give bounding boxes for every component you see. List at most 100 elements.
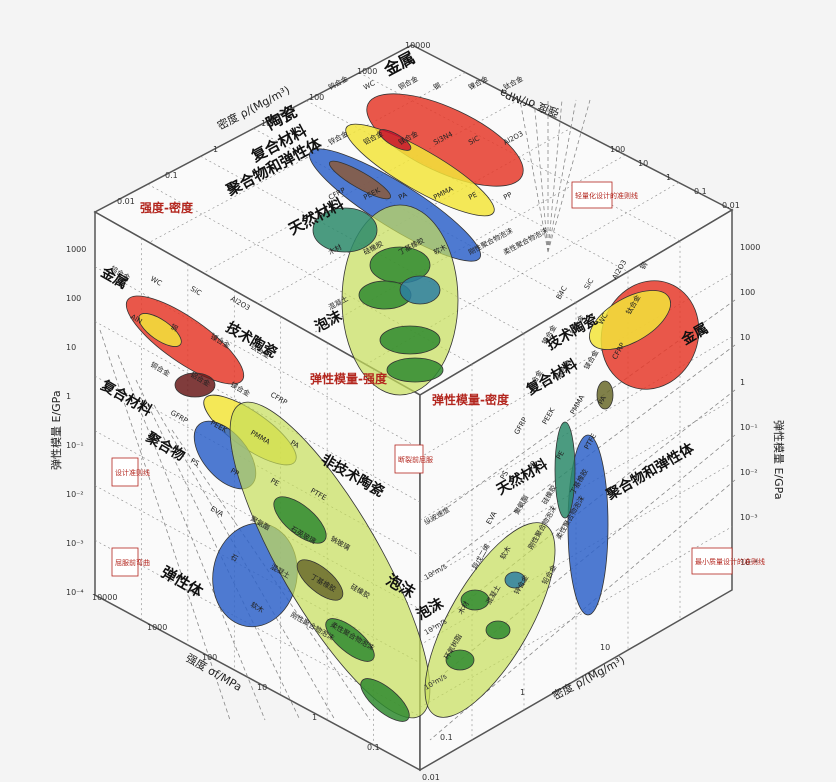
top-material-label: PP xyxy=(502,191,513,202)
top-material-label: PE xyxy=(467,191,478,202)
left-y-tick: 10⁻¹ xyxy=(66,441,84,450)
left-note-design-guide: 设计准则线 xyxy=(115,468,150,477)
right-y-tick: 10 xyxy=(740,333,750,342)
left-note-yield-before-fracture-box xyxy=(394,444,424,474)
right-y-axis-label: 弹性模量 E/GPa xyxy=(772,420,786,500)
left-foam-2 xyxy=(296,559,344,601)
top-material-label: 钛合金 xyxy=(502,74,525,92)
right-foam-2 xyxy=(485,620,511,640)
left-material-label: PA xyxy=(289,439,301,450)
left-y-axis-label: 弹性模量 E/GPa xyxy=(49,390,63,470)
material-bubbles xyxy=(125,93,700,722)
top-x-tick: 0.1 xyxy=(165,171,178,180)
left-y-tick: 1000 xyxy=(66,245,86,254)
top-grid-b xyxy=(200,156,525,334)
right-y-tick: 1 xyxy=(740,378,745,387)
left-y-tick: 10 xyxy=(66,343,76,352)
right-x-tick: 1 xyxy=(520,688,525,697)
left-note-bend-before-yield: 屈服前弯曲 xyxy=(115,558,150,567)
top-x-tick: 100 xyxy=(309,93,324,102)
right-material-label: PS xyxy=(499,469,511,481)
left-face-title: 弹性模量-强度 xyxy=(310,371,388,386)
right-y-tick: 10⁻³ xyxy=(740,513,758,522)
top-guide-line xyxy=(533,99,549,253)
top-guide-note-box xyxy=(571,181,613,209)
top-natural-bubble xyxy=(312,207,378,253)
right-y-tick: 10⁻⁴ xyxy=(740,558,758,567)
left-foam-1 xyxy=(273,496,327,544)
right-guide-line xyxy=(429,479,736,741)
top-guide-line xyxy=(547,99,563,253)
left-grid-h xyxy=(94,540,421,717)
left-note-bend-before-yield-box xyxy=(111,547,139,577)
top-foam-3 xyxy=(379,325,441,355)
right-foam-1 xyxy=(460,589,490,611)
right-y-tick: 1000 xyxy=(740,243,760,252)
right-material-label: PE xyxy=(555,450,566,461)
left-x-tick: 10000 xyxy=(92,593,117,602)
right-x-tick: 0.1 xyxy=(440,733,453,742)
top-y-tick: 100 xyxy=(610,145,625,154)
left-material-label: PE xyxy=(269,477,280,488)
right-foam-3 xyxy=(445,649,475,671)
top-grid-b xyxy=(147,183,473,365)
top-x-tick: 1000 xyxy=(357,67,377,76)
right-material-label: PA xyxy=(597,394,608,406)
top-guide-line xyxy=(519,99,549,253)
top-y-tick: 1 xyxy=(666,173,671,182)
top-y-tick: 0.1 xyxy=(694,187,707,196)
left-tech-ceramics-bubble xyxy=(138,313,182,347)
top-guide-line xyxy=(547,99,591,253)
left-x-tick: 100 xyxy=(202,653,217,662)
left-composites-bubble xyxy=(174,372,216,398)
left-material-label: PS xyxy=(189,457,201,469)
top-x-tick: 1 xyxy=(213,145,218,154)
left-guide-line xyxy=(117,354,266,721)
left-x-tick: 0.1 xyxy=(367,743,380,752)
top-y-tick: 0.01 xyxy=(722,201,740,210)
left-note-yield-before-fracture: 断裂前屈服 xyxy=(398,455,433,464)
top-material-label: 钢 xyxy=(432,81,442,92)
top-cork-bubble xyxy=(399,275,441,305)
right-guide-note: 最小质量设计的准则线 xyxy=(695,557,765,566)
top-y-tick: 10 xyxy=(638,159,648,168)
right-natural-bubble xyxy=(554,421,576,519)
left-foams-bubble xyxy=(229,401,431,719)
left-grid-h xyxy=(94,266,421,449)
left-guide-line xyxy=(99,329,231,721)
top-ceramics-bubble xyxy=(345,123,495,217)
top-foam-1 xyxy=(369,246,431,284)
left-material-label: 石 xyxy=(229,553,239,563)
right-guide-note-box xyxy=(691,547,733,575)
top-composites-bubble xyxy=(329,160,391,200)
top-material-label: PA xyxy=(397,191,409,202)
right-x-tick: 10 xyxy=(600,643,610,652)
left-foam-3 xyxy=(325,618,375,662)
left-foam-4 xyxy=(360,678,410,722)
left-y-tick: 10⁻⁴ xyxy=(66,588,84,597)
left-material-label: PP xyxy=(229,467,240,478)
right-composites-bubble xyxy=(596,380,614,410)
top-x-tick: 0.01 xyxy=(117,197,135,206)
right-polymers-bubble xyxy=(567,434,609,616)
left-material-label: 钢 xyxy=(169,322,180,333)
top-guide-line xyxy=(547,99,577,253)
top-steel-bubble xyxy=(378,129,412,151)
left-x-tick: 10 xyxy=(257,683,267,692)
right-material-label: 钢 xyxy=(638,260,649,271)
right-y-tick: 100 xyxy=(740,288,755,297)
left-x-tick: 1 xyxy=(312,713,317,722)
left-y-tick: 10⁻³ xyxy=(66,539,84,548)
top-x-tick: 10 xyxy=(261,119,271,128)
left-x-tick: 0.01 xyxy=(422,773,440,782)
top-foam-4 xyxy=(386,357,444,383)
right-material-label: PP xyxy=(527,460,538,471)
left-note-design-guide-box xyxy=(111,457,139,487)
left-y-tick: 10⁻² xyxy=(66,490,84,499)
left-y-tick: 100 xyxy=(66,294,81,303)
right-y-tick: 10⁻² xyxy=(740,468,758,477)
right-y-tick: 10⁻¹ xyxy=(740,423,758,432)
left-x-tick: 1000 xyxy=(147,623,167,632)
top-x-tick: 10000 xyxy=(405,41,430,50)
